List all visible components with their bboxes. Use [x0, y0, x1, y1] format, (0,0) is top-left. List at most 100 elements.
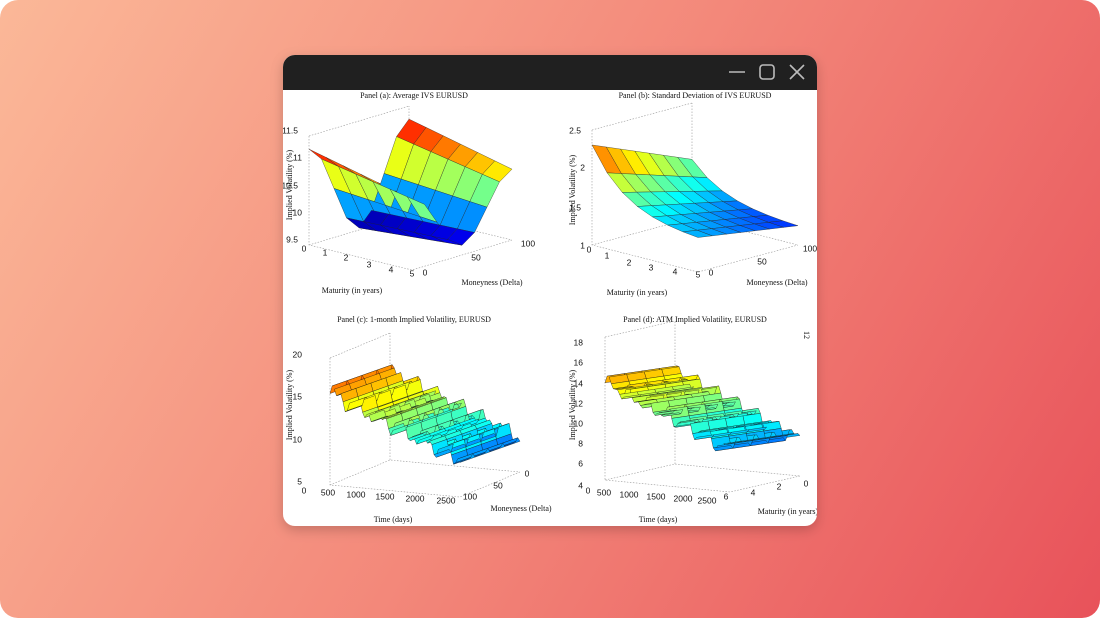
panel-title: Panel (b): Standard Deviation of IVS EUR…	[619, 91, 772, 100]
x-axis-label: Maturity (in years)	[322, 286, 383, 295]
x-tick-label: 2500	[437, 495, 456, 505]
z-tick-label: 5	[297, 476, 302, 486]
z-tick-label: 18	[574, 337, 584, 347]
x-axis-label: Time (days)	[639, 515, 678, 524]
x-tick-label: 5	[696, 269, 701, 279]
x-tick-label: 1500	[647, 491, 666, 501]
surface-patch	[682, 230, 713, 238]
surface-patch	[433, 449, 452, 458]
x-tick-label: 2000	[406, 493, 425, 503]
y-axis-label: Moneyness (Delta)	[490, 504, 551, 513]
y-tick-label: 100	[463, 491, 477, 501]
x-tick-label: 0	[302, 243, 307, 253]
z-tick-label: 15	[293, 391, 303, 401]
z-tick-label: 2.5	[569, 125, 581, 135]
close-button[interactable]	[789, 64, 805, 80]
y-tick-label: 50	[493, 480, 503, 490]
z-tick-label: 20	[293, 349, 303, 359]
x-axis-label: Maturity (in years)	[607, 288, 668, 297]
panel: Panel (c): 1-month Implied Volatility, E…	[285, 315, 552, 524]
z-axis-label: Implied Volatility (%)	[285, 149, 294, 220]
title-bar	[283, 55, 817, 90]
x-tick-label: 2000	[674, 493, 693, 503]
page-number: 12	[802, 331, 811, 339]
z-tick-label: 14	[574, 378, 584, 388]
x-tick-label: 500	[321, 487, 335, 497]
surface-patch	[621, 394, 642, 400]
z-axis-label: Implied Volatility (%)	[568, 154, 577, 225]
axes-box	[604, 320, 801, 493]
x-tick-label: 1000	[347, 489, 366, 499]
z-axis-label: Implied Volatility (%)	[285, 369, 294, 440]
x-tick-label: 4	[389, 264, 394, 274]
y-tick-label: 0	[709, 267, 714, 277]
surface-patch	[381, 412, 400, 420]
y-tick-label: 2	[777, 481, 782, 491]
surface-patch	[416, 434, 435, 445]
z-tick-label: 11.5	[282, 125, 298, 135]
x-tick-label: 2	[344, 252, 349, 262]
y-tick-label: 6	[724, 491, 729, 501]
z-tick-label: 11	[293, 152, 302, 162]
z-tick-label: 2	[580, 162, 585, 172]
x-tick-label: 1	[605, 250, 610, 260]
y-axis-label: Moneyness (Delta)	[746, 278, 807, 287]
surface-patch	[694, 434, 715, 440]
y-tick-label: 50	[471, 252, 481, 262]
x-tick-label: 4	[673, 266, 678, 276]
y-tick-label: 100	[521, 238, 535, 248]
surface-patch	[371, 415, 389, 422]
surface-patch	[453, 457, 471, 465]
x-tick-label: 3	[649, 262, 654, 272]
y-axis-label: Maturity (in years)	[758, 507, 819, 516]
y-tick-label: 100	[803, 243, 817, 253]
surface-patch	[660, 412, 682, 417]
z-tick-label: 1.5	[569, 202, 581, 212]
z-tick-label: 10.5	[281, 180, 298, 190]
panel: Panel (b): Standard Deviation of IVS EUR…	[568, 91, 817, 297]
panel: Panel (d): ATM Implied Volatility, EURUS…	[568, 315, 819, 524]
surface-patch	[390, 424, 409, 436]
z-tick-label: 4	[578, 480, 583, 490]
y-tick-label: 0	[423, 267, 428, 277]
surface-patch	[713, 445, 734, 452]
y-tick-label: 4	[751, 487, 756, 497]
maximize-button[interactable]	[759, 64, 775, 80]
x-tick-label: 1	[323, 247, 328, 257]
x-tick-label: 5	[410, 268, 415, 278]
z-tick-label: 16	[574, 357, 584, 367]
x-tick-label: 0	[586, 485, 591, 495]
x-tick-label: 0	[587, 244, 592, 254]
x-tick-label: 0	[302, 485, 307, 495]
x-tick-label: 1500	[376, 491, 395, 501]
x-tick-label: 1000	[620, 489, 639, 499]
panel: Panel (a): Average IVS EURUSD Implied Vol…	[281, 91, 535, 295]
z-tick-label: 10	[293, 207, 303, 217]
panel-title: Panel (c): 1-month Implied Volatility, E…	[337, 315, 491, 324]
x-tick-label: 2	[627, 257, 632, 267]
x-tick-label: 3	[367, 259, 372, 269]
z-tick-label: 10	[293, 434, 303, 444]
z-axis-label: Implied Volatility (%)	[568, 369, 577, 440]
panel-title: Panel (d): ATM Implied Volatility, EURUS…	[623, 315, 767, 324]
surface-patch	[432, 236, 463, 246]
z-tick-label: 1	[580, 240, 585, 250]
x-axis-label: Time (days)	[374, 515, 413, 524]
surface-patch	[654, 410, 676, 416]
z-tick-label: 8	[578, 438, 583, 448]
x-tick-label: 2500	[698, 495, 717, 505]
y-tick-label: 50	[757, 256, 767, 266]
z-tick-label: 12	[574, 398, 584, 408]
y-axis-label: Moneyness (Delta)	[461, 278, 522, 287]
surface-patch	[345, 405, 363, 412]
y-tick-label: 0	[804, 478, 809, 488]
x-tick-label: 500	[597, 487, 611, 497]
z-tick-label: 6	[578, 458, 583, 468]
z-tick-label: 9.5	[286, 234, 298, 244]
z-tick-label: 10	[574, 418, 584, 428]
y-tick-label: 0	[525, 468, 530, 478]
axes-box	[329, 332, 521, 498]
panel-title: Panel (a): Average IVS EURUSD	[360, 91, 468, 100]
